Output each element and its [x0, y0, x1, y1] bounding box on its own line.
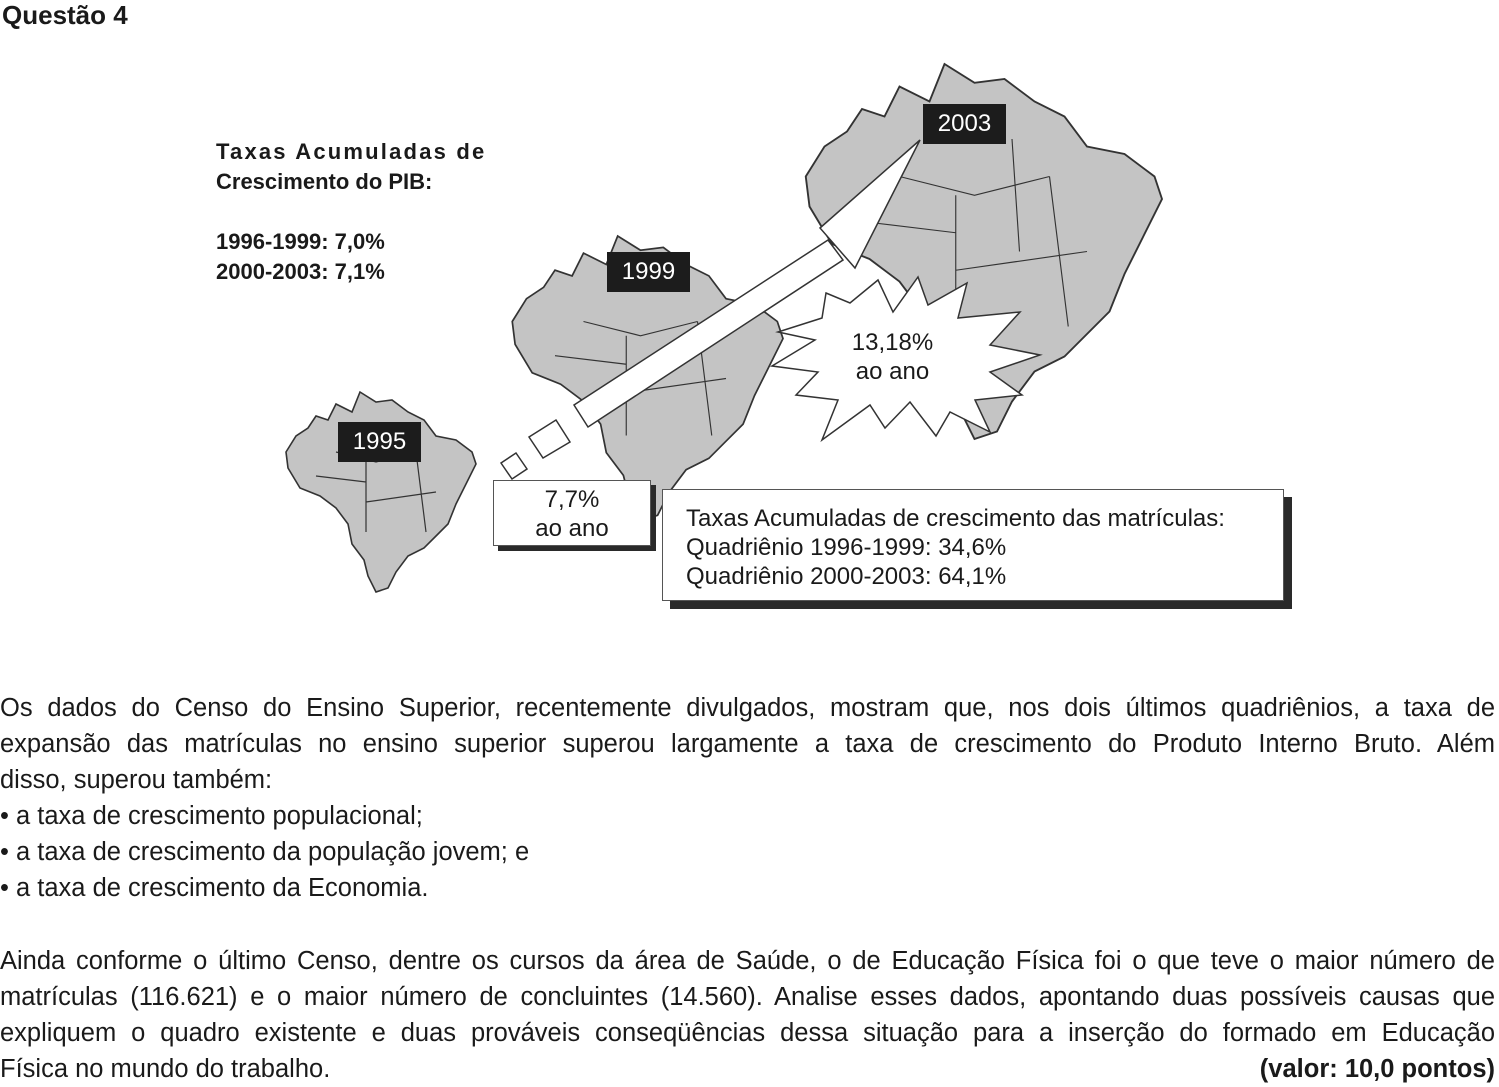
- growth-large-unit: ao ano: [855, 358, 930, 385]
- figure-graphics: [0, 0, 1499, 640]
- growth-small-unit: ao ano: [535, 515, 609, 542]
- bullet-item-2: • a taxa de crescimento da população jov…: [0, 838, 530, 866]
- bullet-item-3: • a taxa de crescimento da Economia.: [0, 874, 429, 902]
- p2-line-3: expliquem o quadro existente e duas prov…: [0, 1019, 1495, 1047]
- enrollment-line-1: Quadriênio 1996-1999: 34,6%: [686, 534, 1007, 561]
- year-label-1995: 1995: [338, 422, 421, 462]
- p1-line-2: expansão das matrículas no ensino superi…: [0, 730, 1495, 758]
- p1-line-3: disso, superou também:: [0, 766, 273, 794]
- p2-line-4: Física no mundo do trabalho. (valor: 10,…: [0, 1051, 1495, 1087]
- map-2003: [806, 64, 1162, 439]
- growth-box-small: 7,7% ao ano: [493, 480, 651, 546]
- pib-rate-1: 1996-1999: 7,0%: [216, 229, 385, 254]
- figure: Taxas Acumuladas de Crescimento do PIB: …: [0, 0, 1499, 640]
- paragraph-2: Ainda conforme o último Censo, dentre os…: [0, 943, 1495, 1087]
- bullet-text-1: a taxa de crescimento populacional;: [16, 802, 423, 830]
- starburst-shape: [769, 275, 1043, 443]
- pib-heading-line2: Crescimento do PIB:: [216, 169, 433, 194]
- growth-burst-text: 13,18% ao ano: [830, 328, 955, 386]
- map-1995: [286, 392, 476, 592]
- p2-line-4-text: Física no mundo do trabalho.: [0, 1055, 331, 1083]
- p2-line-1: Ainda conforme o último Censo, dentre os…: [0, 947, 1495, 975]
- p1-line-1: Os dados do Censo do Ensino Superior, re…: [0, 694, 1495, 722]
- paragraph-1: Os dados do Censo do Ensino Superior, re…: [0, 690, 1495, 906]
- pib-rates: Taxas Acumuladas de Crescimento do PIB: …: [216, 137, 486, 287]
- bullet-text-3: a taxa de crescimento da Economia.: [16, 874, 429, 902]
- bullet-text-2: a taxa de crescimento da população jovem…: [16, 838, 530, 866]
- score-label: (valor: 10,0 pontos): [1259, 1055, 1495, 1083]
- enrollment-heading: Taxas Acumuladas de crescimento das matr…: [686, 505, 1225, 532]
- year-label-1999: 1999: [607, 252, 690, 292]
- year-label-2003: 2003: [923, 104, 1006, 144]
- bullet-item-1: • a taxa de crescimento populacional;: [0, 802, 423, 830]
- enrollment-line-2: Quadriênio 2000-2003: 64,1%: [686, 563, 1007, 590]
- p2-line-2: matrículas (116.621) e o maior número de…: [0, 983, 1495, 1011]
- pib-heading-line1: Taxas Acumuladas de: [216, 139, 487, 164]
- pib-rate-2: 2000-2003: 7,1%: [216, 259, 385, 284]
- enrollment-box: Taxas Acumuladas de crescimento das matr…: [662, 489, 1284, 601]
- growth-small-value: 7,7%: [544, 486, 600, 513]
- growth-arrow: [499, 139, 921, 481]
- question-title: Questão 4: [2, 0, 128, 30]
- growth-large-value: 13,18%: [851, 329, 934, 356]
